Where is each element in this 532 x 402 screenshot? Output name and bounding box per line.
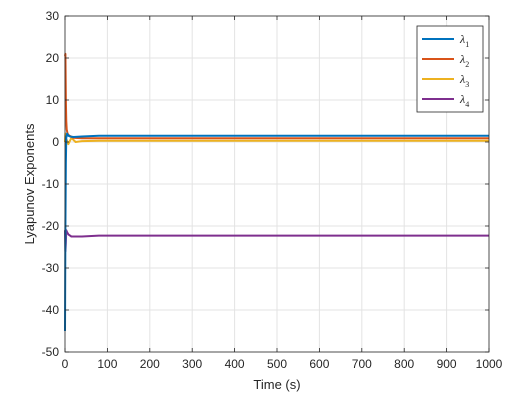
x-tick-label: 900	[437, 357, 457, 371]
tick-labels: 0 100 200 300 400 500 600 700 800 900 1000-50-40-3…	[42, 9, 503, 371]
y-tick-label: -20	[42, 219, 60, 233]
y-tick-label: 20	[46, 51, 60, 65]
y-axis-title: Lyapunov Exponents	[22, 123, 37, 244]
series-line-lambda-1	[64, 132, 489, 332]
legend-box	[416, 25, 484, 113]
series-layer	[64, 52, 489, 332]
x-tick-label: 100	[97, 357, 117, 371]
x-tick-label: 500	[267, 357, 287, 371]
x-tick-label: 1000	[476, 357, 503, 371]
legend-label-lambda-3: λ3	[459, 72, 469, 89]
legend-subscript: 4	[465, 100, 469, 109]
legend-symbol: λ	[459, 52, 465, 66]
y-tick-label: -50	[42, 345, 60, 359]
x-tick-label: 300	[182, 357, 202, 371]
y-tick-label: 0	[52, 135, 59, 149]
y-tick-label: -30	[42, 261, 60, 275]
legend-label-lambda-2: λ2	[459, 52, 469, 69]
x-tick-label: 0	[62, 357, 69, 371]
y-tick-label: 30	[46, 9, 60, 23]
x-tick-label: 700	[352, 357, 372, 371]
x-tick-label: 600	[309, 357, 329, 371]
y-tick-label: -40	[42, 303, 60, 317]
legend-subscript: 1	[465, 40, 469, 49]
x-axis-title: Time (s)	[253, 377, 300, 392]
legend-symbol: λ	[459, 92, 465, 106]
legend-label-lambda-1: λ1	[459, 32, 469, 49]
y-tick-label: -10	[42, 177, 60, 191]
x-tick-label: 200	[140, 357, 160, 371]
ticks	[64, 15, 490, 353]
legend-symbol: λ	[459, 72, 465, 86]
y-tick-label: 10	[46, 93, 60, 107]
legend-subscript: 2	[465, 60, 469, 69]
legend-symbol: λ	[459, 32, 465, 46]
x-tick-label: 800	[394, 357, 414, 371]
legend-subscript: 3	[465, 80, 469, 89]
legend-label-lambda-4: λ4	[459, 92, 469, 109]
x-tick-label: 400	[225, 357, 245, 371]
